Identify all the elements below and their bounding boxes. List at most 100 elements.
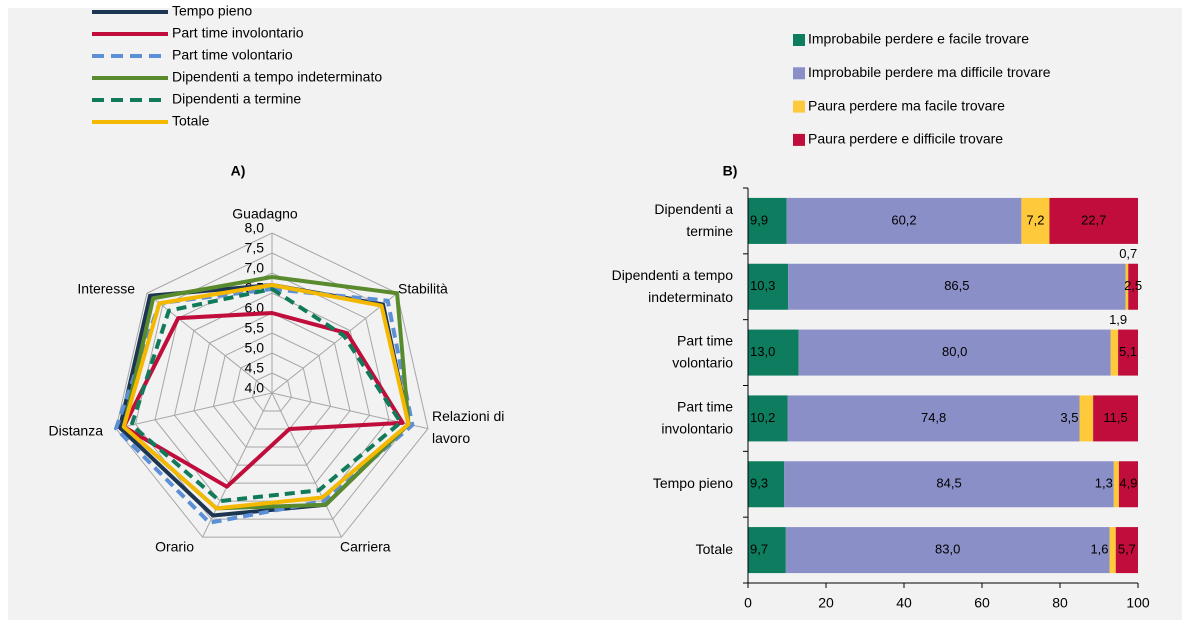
value-label: 86,5	[944, 278, 969, 293]
legend-label: Totale	[172, 113, 210, 129]
value-label: 1,6	[1090, 542, 1108, 557]
grid-ring	[193, 312, 351, 466]
radar-line	[121, 283, 411, 511]
value-label: 9,3	[750, 476, 768, 491]
grid-ring	[251, 372, 293, 412]
legend-label: Dipendenti a termine	[172, 91, 301, 107]
r-tick-label: 7,5	[245, 240, 265, 256]
axis-label: Carriera	[340, 539, 391, 555]
axis-label: Stabilità	[398, 281, 448, 297]
value-label: 3,5	[1060, 410, 1078, 425]
bar-segment	[788, 263, 1126, 310]
legend-swatch	[793, 133, 805, 146]
value-label: 0,7	[1119, 246, 1137, 261]
bar-segment	[1118, 329, 1138, 376]
value-label: 9,9	[750, 212, 768, 227]
chart-title: B)	[723, 163, 738, 179]
x-tick-label: 20	[818, 595, 834, 611]
x-tick-label: 60	[974, 595, 990, 611]
legend-swatch	[793, 100, 805, 113]
y-tick-label: Totale	[696, 541, 734, 557]
y-tick-label: Part time volontario	[672, 332, 733, 370]
value-label: 10,2	[750, 410, 775, 425]
value-label: 7,2	[1026, 212, 1044, 227]
bar-segment	[1115, 527, 1138, 574]
r-tick-label: 5,5	[245, 320, 265, 336]
bar-segment	[748, 527, 786, 574]
bar-segment	[1118, 461, 1138, 508]
grid-ring	[232, 352, 312, 430]
legend-label: Improbabile perdere ma difficile trovare	[808, 64, 1051, 80]
spoke	[271, 292, 398, 394]
bar-segment	[1021, 197, 1050, 244]
legend-label: Dipendenti a tempo indeterminato	[172, 69, 382, 85]
value-label: 4,9	[1119, 476, 1137, 491]
x-tick-label: 100	[1126, 595, 1150, 611]
r-tick-label: 5,0	[245, 340, 265, 356]
legend-swatch	[793, 67, 805, 80]
bar-segment	[1093, 395, 1138, 442]
legend-label: Part time volontario	[172, 47, 293, 63]
axis-label: Guadagno	[232, 206, 298, 222]
bar-segment	[798, 329, 1111, 376]
x-tick-label: 40	[896, 595, 912, 611]
value-label: 74,8	[921, 410, 946, 425]
y-tick-label: Part time involontario	[661, 398, 733, 436]
bar-segment	[787, 395, 1080, 442]
spoke	[202, 392, 273, 538]
legend-swatch	[793, 34, 805, 46]
value-label: 1,3	[1095, 476, 1113, 491]
radar-line	[121, 275, 411, 511]
bar-segment	[748, 461, 785, 508]
value-label: 13,0	[750, 344, 775, 359]
value-label: 9,7	[750, 542, 768, 557]
y-tick-label: Tempo pieno	[653, 475, 733, 491]
r-tick-label: 7,0	[245, 260, 265, 276]
grid-ring	[115, 232, 429, 538]
axis-label: Orario	[155, 539, 194, 555]
value-label: 83,0	[935, 542, 960, 557]
value-label: 80,0	[942, 344, 967, 359]
bar-segment	[748, 263, 789, 310]
bar-segment	[1113, 461, 1119, 508]
x-tick-label: 80	[1052, 595, 1068, 611]
value-label: 10,3	[750, 278, 775, 293]
chart-title: A)	[231, 163, 246, 179]
r-tick-label: 8,0	[245, 220, 265, 236]
bar-segment	[748, 197, 787, 244]
bar-segment	[1049, 197, 1138, 244]
value-label: 84,5	[936, 476, 961, 491]
axis-label: Distanza	[49, 423, 104, 439]
legend-label: Improbabile perdere e facile trovare	[808, 31, 1029, 47]
axis-label: Interesse	[77, 281, 135, 297]
radar-line	[121, 311, 405, 489]
spoke	[115, 392, 273, 430]
value-label: 5,7	[1118, 542, 1136, 557]
value-label: 11,5	[1103, 410, 1127, 425]
legend-label: Paura perdere ma facile trovare	[808, 97, 1005, 113]
legend-label: Tempo pieno	[172, 3, 252, 19]
y-tick-label: Dipendenti a termine	[654, 201, 733, 239]
value-label: 22,7	[1081, 212, 1106, 227]
r-tick-label: 4,5	[245, 360, 265, 376]
value-label: 5,1	[1119, 344, 1137, 359]
x-tick-label: 0	[744, 595, 752, 611]
r-tick-label: 4,0	[245, 380, 265, 396]
axis-label: Relazioni di lavoro	[432, 408, 504, 446]
radar-line	[114, 287, 415, 525]
value-label: 1,9	[1109, 312, 1127, 327]
bar-segment	[1110, 329, 1119, 376]
bar-segment	[1079, 395, 1094, 442]
bar-segment	[1125, 263, 1129, 310]
bar-segment	[786, 197, 1022, 244]
bar-segment	[784, 461, 1114, 508]
radar-line	[129, 287, 403, 504]
bar-segment	[1128, 263, 1138, 310]
bar-segment	[1109, 527, 1116, 574]
legend-label: Part time involontario	[172, 25, 304, 41]
bar-segment	[785, 527, 1110, 574]
bar-segment	[748, 395, 788, 442]
spoke	[271, 392, 342, 538]
legend-label: Paura perdere e difficile trovare	[808, 131, 1003, 147]
